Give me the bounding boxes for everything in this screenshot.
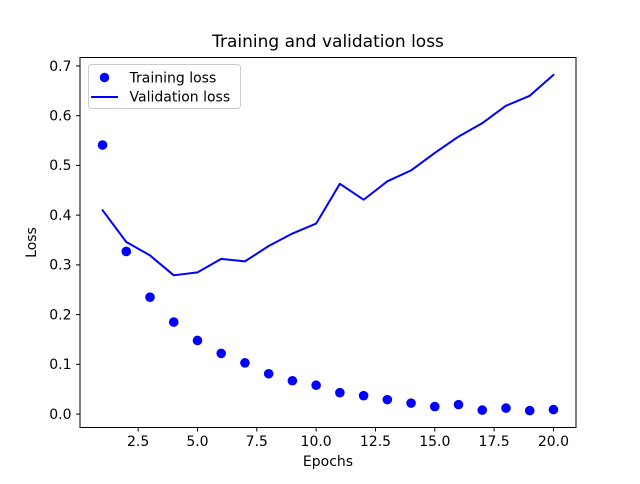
training-loss-point [453,399,464,410]
training-loss-point [216,348,227,359]
training-loss-point [311,380,321,391]
validation-loss-line [101,73,555,277]
training-loss-point [287,375,298,386]
training-loss-point [382,394,393,405]
y-tick-label: 0.6 [49,108,71,124]
x-tick-label: 7.5 [246,434,268,450]
training-loss-point [358,390,369,401]
training-loss-point [548,404,559,415]
training-loss-point [240,358,250,368]
data-series [97,73,559,416]
legend-label-validation: Validation loss [130,90,231,106]
legend-label-training: Training loss [129,71,217,87]
y-tick-label: 0.3 [49,258,71,274]
x-tick-label: 15.0 [419,434,450,450]
y-tick-label: 0.4 [49,208,71,224]
y-axis-ticks: 0.0 0.1 0.2 0.3 0.4 0.5 0.6 0.7 [49,59,80,423]
x-axis-label: Epochs [303,454,353,470]
plot-frame [79,57,577,428]
training-loss-point [429,401,440,412]
y-tick-label: 0.5 [49,158,71,174]
y-axis-label: Loss [24,227,40,258]
x-tick-label: 20.0 [538,434,569,450]
x-tick-label: 5.0 [186,434,208,450]
training-loss-point [406,398,416,408]
training-loss-point [168,317,179,327]
training-loss-point [501,403,511,413]
y-tick-label: 0.0 [49,407,71,423]
y-tick-label: 0.2 [49,307,71,323]
chart-title: Training and validation loss [211,32,444,52]
training-loss-point [192,335,203,346]
y-tick-label: 0.7 [49,59,71,75]
training-loss-point [121,246,132,257]
training-loss-point [524,405,535,416]
legend-box [88,64,241,109]
x-tick-label: 12.5 [360,434,391,450]
training-loss-point [97,140,108,150]
training-loss-point [145,292,155,303]
x-axis-ticks: 2.5 5.0 7.5 10.0 12.5 15.0 17.5 20.0 [127,427,569,450]
x-tick-label: 17.5 [479,434,510,450]
x-tick-label: 10.0 [301,434,332,450]
training-loss-point [477,405,488,415]
x-tick-label: 2.5 [127,434,149,450]
training-loss-point [335,387,345,398]
legend-marker-training-dot-icon [99,72,110,83]
legend: Training loss Validation loss [88,64,241,109]
y-tick-label: 0.1 [49,357,71,373]
training-loss-point [263,368,274,379]
